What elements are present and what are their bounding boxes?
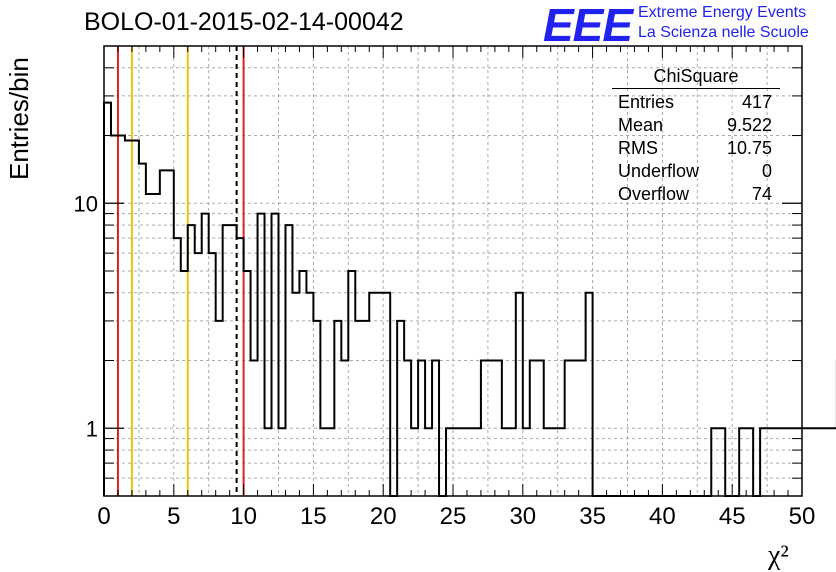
x-tick-label: 50	[789, 503, 816, 530]
stats-value: 0	[761, 161, 772, 181]
x-tick-label: 35	[579, 503, 606, 530]
stats-box-title: ChiSquare	[612, 66, 780, 89]
x-tick-label: 30	[509, 503, 536, 530]
logo-text-line1: Extreme Energy Events	[638, 4, 807, 21]
chart-title: BOLO-01-2015-02-14-00042	[84, 8, 404, 36]
x-axis-label: χ²	[768, 540, 789, 571]
x-tick-label: 45	[719, 503, 746, 530]
logo-text-line2: La Scienza nelle Scuole	[638, 24, 809, 41]
stats-box: ChiSquare Entries 417 Mean 9.522 RMS 10.75 …	[612, 66, 780, 206]
x-tick-label: 10	[230, 503, 257, 530]
eee-logo: EEE	[543, 0, 633, 51]
stats-value: 74	[751, 184, 772, 204]
x-tick-label: 15	[300, 503, 327, 530]
x-tick-label: 20	[370, 503, 397, 530]
stats-label: Underflow	[618, 161, 700, 181]
stats-value: 10.75	[726, 138, 772, 158]
stats-row: RMS 10.75	[612, 137, 780, 160]
stats-row: Entries 417	[612, 91, 780, 114]
x-tick-label: 5	[167, 503, 180, 530]
stats-label: RMS	[618, 138, 658, 158]
stats-row: Mean 9.522	[612, 114, 780, 137]
y-tick-label: 10	[74, 191, 98, 216]
stats-label: Overflow	[618, 184, 690, 204]
y-tick-label: 1	[86, 416, 98, 441]
x-tick-label: 40	[649, 503, 676, 530]
stats-label: Entries	[618, 92, 675, 112]
stats-row: Overflow 74	[612, 183, 780, 206]
stats-value: 417	[741, 92, 772, 112]
y-axis-label: Entries/bin	[4, 57, 34, 180]
x-tick-label: 25	[440, 503, 467, 530]
stats-label: Mean	[618, 115, 664, 135]
stats-value: 9.522	[726, 115, 772, 135]
stats-row: Underflow 0	[612, 160, 780, 183]
x-tick-label: 0	[97, 503, 110, 530]
histogram-series	[103, 101, 836, 497]
